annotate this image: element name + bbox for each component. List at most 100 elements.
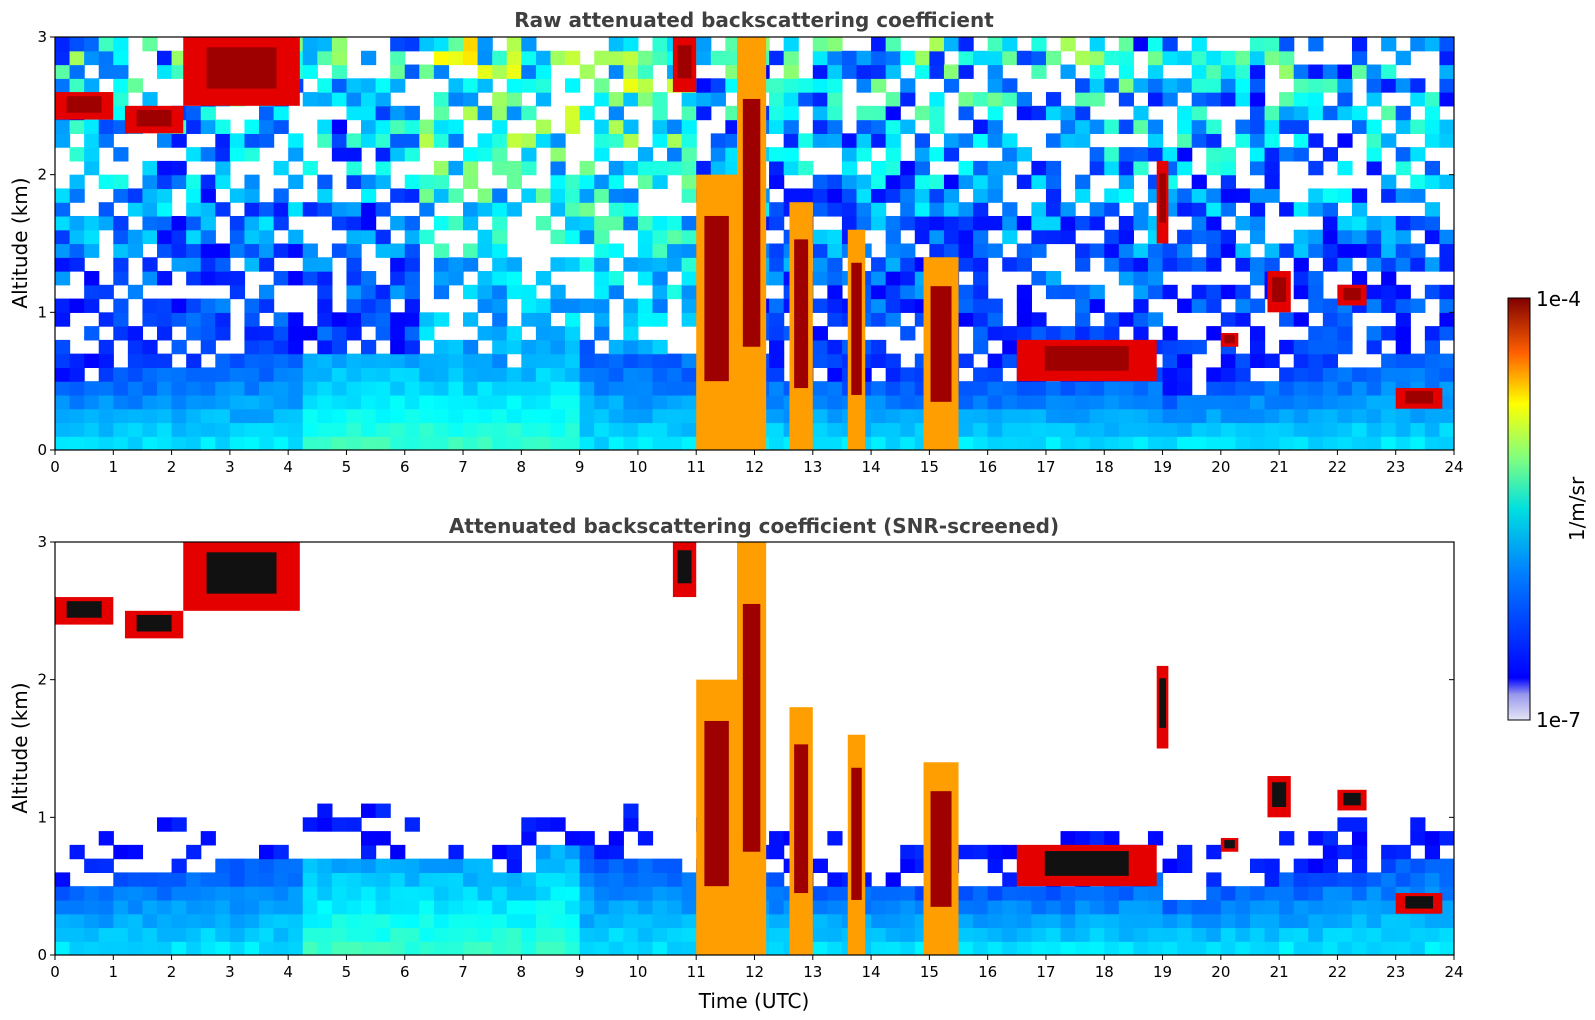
heatmap-cell <box>229 927 246 942</box>
heatmap-cell <box>1060 133 1076 148</box>
heatmap-cell <box>652 899 668 915</box>
heatmap-cell <box>973 119 989 134</box>
heatmap-cell <box>477 271 493 286</box>
heatmap-cell <box>973 284 989 300</box>
heatmap-cell <box>288 858 304 873</box>
heatmap-cell <box>1439 927 1454 942</box>
heatmap-cell <box>361 312 377 327</box>
heatmap-cell <box>1279 899 1295 915</box>
heatmap-cell <box>973 229 989 245</box>
heatmap-cell <box>1191 174 1207 190</box>
heatmap-cell <box>1410 817 1426 832</box>
heatmap-cell <box>579 831 595 846</box>
heatmap-cell <box>477 886 493 901</box>
heatmap-cell <box>608 160 624 176</box>
heatmap-cell <box>317 872 333 887</box>
heatmap-cell <box>987 353 1003 368</box>
heatmap-cell <box>171 312 187 327</box>
heatmap-cell <box>1395 367 1411 382</box>
heatmap-cell <box>1381 215 1397 231</box>
heatmap-cell <box>390 37 406 52</box>
heatmap-cell <box>244 257 260 272</box>
heatmap-cell <box>1337 422 1353 437</box>
heatmap-cell <box>200 105 216 121</box>
heatmap-cell <box>1249 64 1266 79</box>
heatmap-cell <box>1337 367 1353 382</box>
heatmap-cell <box>608 913 624 929</box>
heatmap-cell <box>1060 229 1076 245</box>
x-tick-label: 5 <box>342 458 352 476</box>
heatmap-cell <box>1337 339 1353 355</box>
heatmap-cell <box>302 381 318 396</box>
heatmap-cell <box>1351 858 1368 873</box>
heatmap-cell <box>1104 312 1120 327</box>
heatmap-cell <box>375 436 391 450</box>
heatmap-cell <box>812 913 828 929</box>
heatmap-cell <box>390 312 406 327</box>
heatmap-cell <box>594 913 610 929</box>
heatmap-cell <box>1322 105 1339 121</box>
heatmap-cell <box>608 394 624 410</box>
heatmap-cell <box>1366 422 1382 437</box>
heatmap-cell <box>885 284 901 300</box>
heatmap-cell <box>1002 844 1018 860</box>
heatmap-cell <box>681 941 697 955</box>
heatmap-cell <box>1381 105 1397 121</box>
heatmap-cell <box>288 271 304 286</box>
heatmap-cell <box>200 436 216 450</box>
heatmap-cell <box>667 243 683 258</box>
heatmap-cell <box>244 858 260 873</box>
heatmap-cell <box>361 202 377 217</box>
heatmap-cell <box>1147 50 1164 66</box>
heatmap-cell <box>419 422 435 437</box>
heatmap-cell <box>1235 284 1251 300</box>
x-tick-label: 19 <box>1153 458 1172 476</box>
heatmap-cell <box>492 284 508 300</box>
heatmap-cell <box>579 941 595 955</box>
heatmap-cell <box>914 215 930 231</box>
heatmap-cell <box>900 215 916 231</box>
heatmap-cell <box>987 64 1003 79</box>
heatmap-cell <box>652 119 668 134</box>
heatmap-cell <box>1235 422 1251 437</box>
heatmap-cell <box>98 64 114 79</box>
heatmap-cell <box>361 844 377 860</box>
heatmap-cell <box>1337 105 1353 121</box>
heatmap-cell <box>1147 312 1164 327</box>
heatmap-cell <box>244 298 260 313</box>
heatmap-cell <box>346 927 362 942</box>
heatmap-cell <box>1279 408 1295 424</box>
heatmap-cell <box>433 886 450 901</box>
heatmap-cell <box>958 243 974 258</box>
heatmap-cell <box>1410 215 1426 231</box>
heatmap-cell <box>1293 353 1309 368</box>
heatmap-cell <box>637 92 654 107</box>
heatmap-cell <box>69 50 85 66</box>
heatmap-cell <box>521 927 537 942</box>
heatmap-cell <box>521 367 537 382</box>
heatmap-cell <box>1410 257 1426 272</box>
heatmap-cell <box>1366 394 1382 410</box>
heatmap-cell <box>1016 147 1032 162</box>
heatmap-cell <box>463 160 479 176</box>
heatmap-cell <box>1249 298 1266 313</box>
heatmap-cell <box>841 147 858 162</box>
heatmap-cell <box>1031 64 1047 79</box>
heatmap-cell <box>98 50 114 66</box>
heatmap-cell <box>943 202 960 217</box>
heatmap-cell <box>1089 160 1105 176</box>
heatmap-cell <box>346 92 362 107</box>
heatmap-cell <box>375 872 391 887</box>
heatmap-cell <box>1045 927 1062 942</box>
heatmap-cell <box>521 436 537 450</box>
heatmap-cell <box>1410 78 1426 93</box>
heatmap-cell <box>229 229 246 245</box>
heatmap-cell <box>419 174 435 190</box>
heatmap-cell <box>608 37 624 52</box>
heatmap-cell <box>1249 188 1266 203</box>
heatmap-cell <box>681 886 697 901</box>
heatmap-cell <box>157 229 173 245</box>
heatmap-cell <box>259 202 275 217</box>
heatmap-cell <box>244 913 260 929</box>
heatmap-cell <box>783 50 799 66</box>
